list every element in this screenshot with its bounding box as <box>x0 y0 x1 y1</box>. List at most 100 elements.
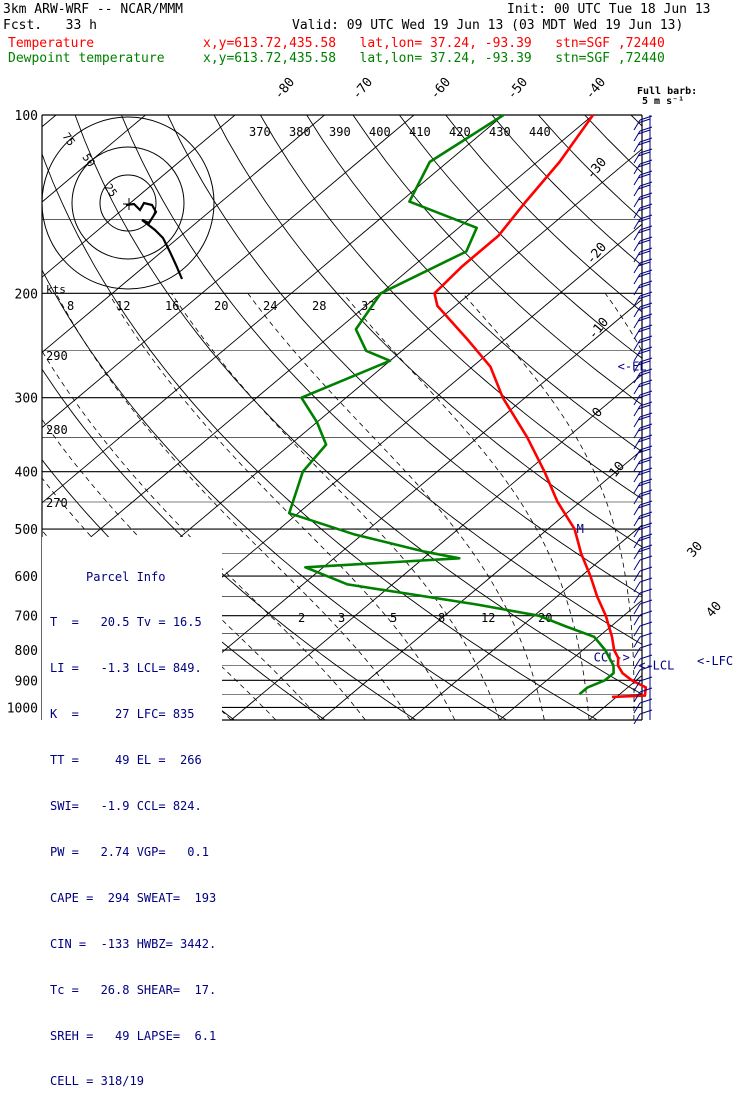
wind-barb-shaft <box>633 383 641 395</box>
level-label-lcl: <-LCL <box>638 658 674 672</box>
wind-barb-flag <box>637 503 651 509</box>
wind-barb-flag <box>637 415 651 421</box>
wind-barb-flag <box>637 525 651 531</box>
hodograph-ring-50-label: 50 <box>80 151 98 169</box>
wind-barb-shaft <box>633 251 641 263</box>
wind-barb-flag <box>637 327 651 333</box>
wind-barb-shaft <box>633 515 641 527</box>
wind-barb-shaft <box>633 394 641 406</box>
isotherm-line <box>499 599 642 720</box>
level-label-ccl: CCL-> <box>594 651 630 665</box>
wind-barb-shaft <box>633 240 641 252</box>
valid-time: Valid: 09 UTC Wed 19 Jun 13 (03 MDT Wed … <box>292 18 684 33</box>
wind-barb-flag <box>637 250 651 256</box>
wind-barb-flag <box>637 338 651 344</box>
pressure-tick-label: 700 <box>15 610 38 625</box>
parcel-row-cin: CIN = -133 HWBZ= 3442. <box>50 936 217 951</box>
isotherm-label: 40 <box>704 599 726 621</box>
isotherm-label: -10 <box>586 315 613 343</box>
wind-barb-shaft <box>633 185 641 197</box>
wind-barb-flag <box>637 547 651 553</box>
wind-barb-shaft <box>633 317 641 329</box>
wind-barb-shaft <box>633 438 641 450</box>
wind-barb-shaft <box>633 163 641 175</box>
wind-barb-shaft <box>633 174 641 186</box>
wind-barb-flag <box>637 514 651 520</box>
parcel-row-li: LI = -1.3 LCL= 849. <box>50 661 202 676</box>
mixing-ratio-label: 8 <box>67 299 74 313</box>
wind-barb-flag <box>637 151 651 157</box>
parcel-info-title: Parcel Info <box>86 569 166 584</box>
wind-barb-flag <box>637 294 651 300</box>
wind-barb-shaft <box>633 537 641 549</box>
theta-label: 280 <box>46 423 68 437</box>
wind-barb-shaft <box>633 295 641 307</box>
skewt-chart: 100 200 300 400 500 600 700 800 900 1000 -80 -70 -60… <box>7 75 740 725</box>
isotherm-label: 30 <box>685 539 707 561</box>
wind-barb-flag <box>637 283 651 289</box>
theta-e-label: 410 <box>409 125 431 139</box>
temperature-series <box>433 114 648 699</box>
isotherm-label: -30 <box>584 155 611 183</box>
wind-barb-flag <box>637 437 651 443</box>
isotherm-label: -60 <box>428 75 455 103</box>
hodograph-ring-75-label: 75 <box>60 130 78 148</box>
level-label-m: M <box>577 522 584 536</box>
wind-barb-shaft <box>633 691 641 703</box>
isotherm-line <box>409 524 642 720</box>
wind-barb-shaft <box>633 427 641 439</box>
dry-adiabat-line <box>724 115 740 720</box>
wind-barb-shaft <box>633 581 641 593</box>
wind-barb-flag <box>637 217 651 223</box>
wind-barb-flag <box>637 492 651 498</box>
wind-barb-shaft <box>633 559 641 571</box>
parcel-row-svi: SWI= -1.9 CCL= 824. <box>50 799 202 814</box>
dry-adiabat-line <box>677 115 740 720</box>
wind-barb-shaft <box>633 504 641 516</box>
hodograph-ring-75 <box>41 116 215 290</box>
temperature-legend: Temperature <box>8 36 95 51</box>
wind-barb-shaft <box>633 570 641 582</box>
wind-barb-shaft <box>633 647 641 659</box>
isotherm-label: -80 <box>272 75 299 103</box>
wind-barb-flag <box>637 272 651 278</box>
isotherm-line <box>42 115 415 429</box>
wind-barb-shaft <box>633 119 641 131</box>
wind-barb-flag <box>637 305 651 311</box>
dewpoint-legend: Dewpoint temperature <box>8 51 165 66</box>
wind-barb-flag <box>637 536 651 542</box>
pressure-tick-label: 200 <box>15 287 38 302</box>
wind-barb-shaft <box>633 713 641 725</box>
wind-barb-shaft <box>633 361 641 373</box>
temperature-location: x,y=613.72,435.58 lat,lon= 37.24, -93.39… <box>203 36 665 51</box>
init-time: Init: 00 UTC Tue 18 Jun 13 <box>507 2 711 17</box>
mixing-ratio-label: 12 <box>116 299 130 313</box>
wind-barbs <box>633 115 653 725</box>
moist-adiabat-line <box>342 293 590 720</box>
isotherm-label: -20 <box>584 240 611 268</box>
dry-adiabat-line <box>352 115 642 406</box>
wind-barb-flag <box>637 206 651 212</box>
mixing-ratio-label: 24 <box>263 299 277 313</box>
wind-barb-shaft <box>633 328 641 340</box>
wind-barb-shaft <box>633 416 641 428</box>
isotherm-label: -40 <box>583 75 610 103</box>
mixing-ratio-label: 32 <box>361 299 375 313</box>
isotherm-line <box>42 115 594 579</box>
isotherm-line <box>320 449 642 720</box>
isotherm-line <box>141 298 642 720</box>
wind-barb-shaft <box>633 196 641 208</box>
wind-barb-shaft <box>633 130 641 142</box>
hodograph-ring-25 <box>99 174 157 232</box>
wind-legend-line1: Full barb: <box>637 86 697 97</box>
hodograph-ring-50 <box>71 146 185 260</box>
wind-legend-line2: 5 m s⁻¹ <box>642 96 684 107</box>
forecast-hour: Fcst. 33 h <box>3 18 97 33</box>
isotherm-line <box>42 115 504 504</box>
mixing-ratio-label-low: 8 <box>438 611 445 625</box>
mixing-ratio-label-low: 2 <box>298 611 305 625</box>
wind-barb-shaft <box>633 592 641 604</box>
level-label-lfc: <-LFC <box>697 654 733 668</box>
theta-label: 290 <box>46 349 68 363</box>
wind-barb-flag <box>637 140 651 146</box>
